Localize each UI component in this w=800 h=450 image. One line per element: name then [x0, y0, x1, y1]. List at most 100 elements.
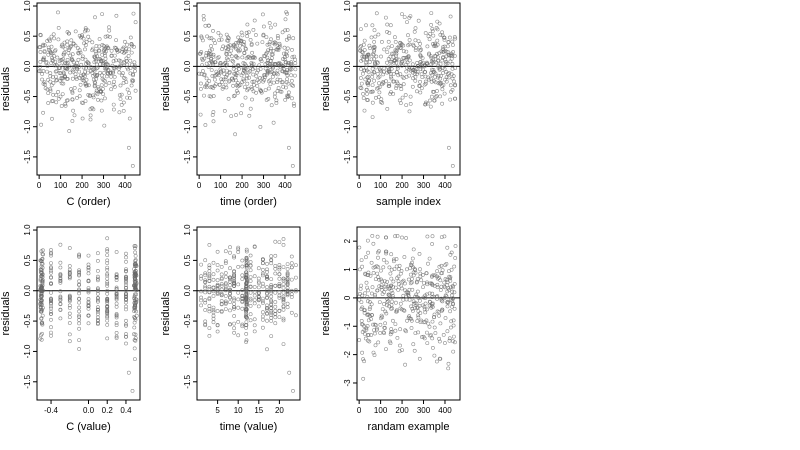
data-point	[401, 293, 406, 298]
data-point	[283, 52, 288, 57]
data-point	[93, 72, 97, 77]
data-point	[132, 325, 137, 330]
plot-frame	[196, 226, 301, 401]
data-point	[430, 336, 435, 341]
data-point	[67, 299, 72, 304]
data-point	[438, 94, 443, 99]
data-point	[418, 90, 423, 95]
data-point	[270, 70, 275, 74]
data-point	[96, 85, 101, 90]
data-point	[232, 298, 237, 303]
data-point	[369, 35, 374, 40]
data-point	[382, 47, 387, 52]
y-axis-label: residuals	[0, 291, 12, 336]
data-point	[56, 66, 61, 70]
data-point	[285, 272, 290, 277]
data-point	[369, 57, 374, 62]
data-point	[254, 70, 259, 75]
data-point	[369, 317, 374, 322]
data-point	[285, 290, 290, 295]
data-point	[210, 47, 214, 52]
data-point	[40, 272, 45, 277]
data-point	[400, 348, 404, 353]
data-point	[67, 332, 72, 337]
data-point	[374, 264, 379, 269]
data-point	[111, 59, 116, 64]
data-point	[223, 288, 228, 293]
data-point	[437, 51, 442, 56]
data-point	[417, 251, 422, 256]
data-point	[291, 388, 295, 393]
data-point	[368, 90, 373, 94]
data-point	[84, 39, 89, 44]
data-point	[362, 359, 367, 364]
data-point	[39, 293, 44, 298]
data-point	[244, 338, 249, 343]
data-point	[387, 31, 392, 35]
data-point	[80, 116, 85, 121]
data-point	[248, 279, 253, 283]
data-point	[429, 94, 434, 99]
data-point	[203, 298, 208, 303]
data-point	[265, 318, 269, 323]
data-point	[38, 64, 43, 69]
data-point	[230, 76, 234, 81]
data-point	[451, 323, 456, 328]
data-point	[266, 79, 271, 84]
data-point	[260, 12, 265, 17]
data-point	[105, 276, 110, 281]
data-point	[383, 15, 388, 20]
data-point	[388, 92, 393, 96]
data-point	[123, 39, 127, 44]
data-point	[427, 77, 431, 82]
data-point	[114, 315, 119, 320]
data-point	[49, 281, 53, 286]
data-point	[357, 245, 362, 250]
data-point	[118, 97, 123, 101]
data-point	[404, 236, 409, 240]
data-point	[200, 63, 205, 68]
data-point	[211, 277, 216, 282]
data-point	[406, 33, 410, 38]
data-point	[251, 83, 256, 87]
data-point	[393, 40, 398, 44]
data-point	[453, 244, 458, 248]
data-point	[423, 102, 428, 107]
data-point	[379, 40, 384, 44]
data-point	[244, 331, 249, 336]
data-point	[104, 67, 109, 72]
data-point	[271, 80, 276, 85]
data-point	[267, 42, 272, 47]
data-point	[105, 249, 110, 254]
data-point	[93, 15, 97, 20]
data-point	[236, 297, 241, 302]
data-point	[121, 45, 126, 50]
x-tick-label: 100	[374, 406, 388, 415]
data-point	[49, 251, 53, 256]
data-point	[367, 307, 372, 312]
data-point	[199, 303, 204, 308]
data-point	[38, 305, 43, 310]
y-tick-label: -1.0	[183, 119, 192, 133]
data-point	[448, 275, 453, 280]
data-point	[380, 279, 385, 284]
data-point	[293, 313, 298, 318]
data-point	[133, 336, 138, 341]
data-point	[260, 267, 265, 272]
data-point	[415, 70, 420, 75]
y-tick-label: 0.0	[183, 60, 192, 72]
data-point	[61, 52, 66, 57]
data-point	[59, 76, 64, 80]
data-point	[244, 315, 249, 320]
data-point	[80, 34, 84, 39]
data-point	[364, 280, 369, 285]
data-point	[77, 254, 82, 259]
data-point	[126, 67, 130, 72]
data-point	[46, 52, 51, 57]
data-point	[102, 123, 107, 128]
data-point	[427, 333, 432, 338]
data-point	[419, 318, 424, 323]
y-axis-label: residuals	[320, 291, 332, 336]
data-point	[133, 253, 138, 258]
data-point	[240, 322, 245, 327]
